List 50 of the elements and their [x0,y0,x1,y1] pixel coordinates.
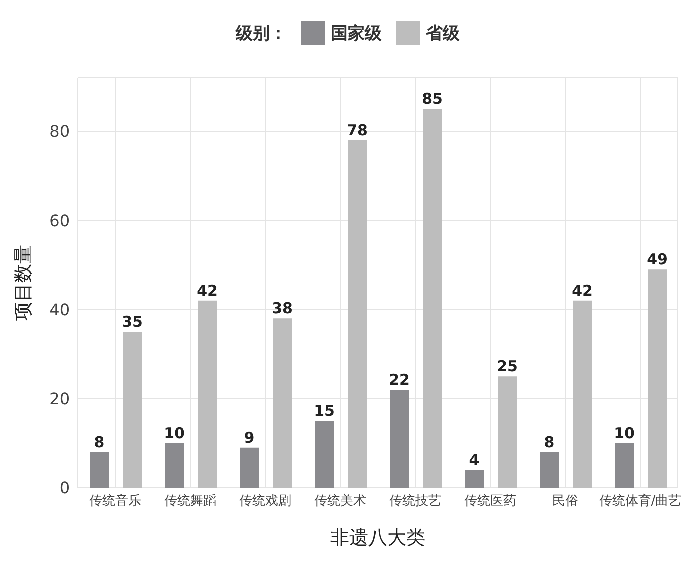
data-label: 78 [347,121,368,140]
data-label: 4 [469,451,480,470]
bar [123,332,142,488]
bar [648,270,667,488]
legend-label: 省级 [426,22,460,44]
bar [90,452,109,488]
x-axis-title: 非遗八大类 [330,527,426,549]
data-label: 42 [197,282,218,300]
bar [390,390,409,488]
data-label: 8 [94,433,105,452]
data-label: 49 [647,250,668,269]
bar [165,443,184,488]
x-tick-label: 民俗 [552,494,578,510]
bar [315,421,334,488]
x-tick-label: 传统技艺 [390,494,442,510]
y-tick-label: 60 [50,211,70,230]
data-label: 38 [272,300,293,318]
bar [498,376,517,488]
data-label: 10 [164,424,185,442]
bar [615,443,634,488]
legend-label: 国家级 [331,22,382,44]
y-tick-label: 40 [50,300,70,320]
bar [240,448,259,488]
bar [273,318,292,488]
y-tick-label: 0 [60,478,70,498]
legend-title: 级别： [236,22,287,44]
x-tick-label: 传统医药 [464,494,516,510]
y-tick-label: 80 [50,122,70,142]
bar [573,300,592,488]
data-label: 42 [572,282,593,300]
bar [540,452,559,488]
bar [198,300,217,488]
x-tick-label: 传统音乐 [90,494,142,510]
data-label: 8 [544,433,555,452]
x-tick-label: 传统美术 [314,493,366,510]
data-label: 25 [497,358,518,376]
x-tick-label: 传统戏剧 [240,494,292,510]
data-label: 10 [614,424,635,442]
bar [465,470,484,488]
bar [423,109,442,488]
y-tick-label: 20 [50,390,70,409]
bar [348,140,367,488]
y-axis-title: 项目数量 [12,245,35,321]
x-tick-label: 传统体育/曲艺 [599,493,682,510]
data-label: 85 [422,90,443,108]
data-label: 35 [122,313,143,332]
data-label: 22 [389,370,410,389]
x-tick-label: 传统舞蹈 [164,494,216,510]
data-label: 15 [314,402,335,420]
data-label: 9 [244,428,255,447]
